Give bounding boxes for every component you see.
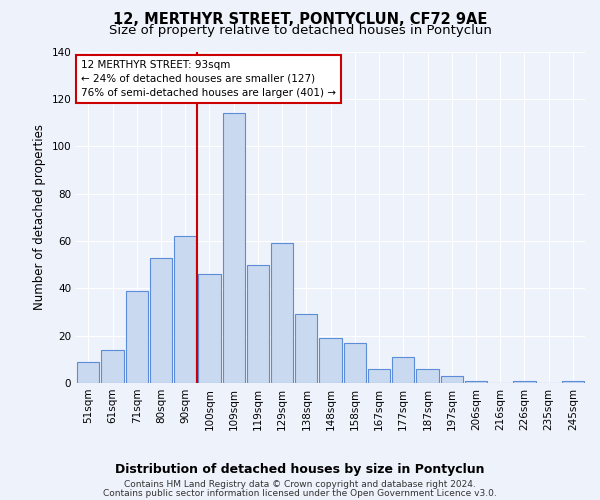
Bar (125, 290, 148, 383)
Bar (562, 380, 584, 383)
Bar (392, 357, 415, 383)
Text: 12 MERTHYR STREET: 93sqm
← 24% of detached houses are smaller (127)
76% of semi-: 12 MERTHYR STREET: 93sqm ← 24% of detach… (81, 60, 336, 98)
Bar (247, 264, 269, 383)
Text: Size of property relative to detached houses in Pontyclun: Size of property relative to detached ho… (109, 24, 491, 37)
Bar (513, 380, 536, 383)
Bar (416, 369, 439, 383)
Bar (295, 314, 317, 383)
Bar (77, 362, 100, 383)
Bar (319, 338, 342, 383)
Bar (440, 376, 463, 383)
Bar (368, 369, 390, 383)
Text: Contains public sector information licensed under the Open Government Licence v3: Contains public sector information licen… (103, 489, 497, 498)
Bar (271, 244, 293, 383)
Bar (344, 343, 366, 383)
Bar (465, 380, 487, 383)
Bar (150, 258, 172, 383)
Y-axis label: Number of detached properties: Number of detached properties (33, 124, 46, 310)
Bar (101, 350, 124, 383)
Bar (174, 236, 196, 383)
Text: Distribution of detached houses by size in Pontyclun: Distribution of detached houses by size … (115, 462, 485, 475)
Bar (223, 113, 245, 383)
Text: Contains HM Land Registry data © Crown copyright and database right 2024.: Contains HM Land Registry data © Crown c… (124, 480, 476, 489)
Bar (198, 274, 221, 383)
Text: 12, MERTHYR STREET, PONTYCLUN, CF72 9AE: 12, MERTHYR STREET, PONTYCLUN, CF72 9AE (113, 12, 487, 28)
